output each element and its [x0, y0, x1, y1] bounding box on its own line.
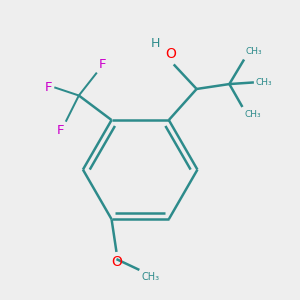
- Text: CH₃: CH₃: [141, 272, 159, 282]
- Text: CH₃: CH₃: [246, 47, 262, 56]
- Text: CH₃: CH₃: [244, 110, 261, 118]
- Text: F: F: [98, 58, 106, 71]
- Text: H: H: [151, 37, 160, 50]
- Text: O: O: [165, 47, 176, 61]
- Text: F: F: [57, 124, 64, 137]
- Text: CH₃: CH₃: [256, 78, 272, 87]
- Text: O: O: [111, 254, 122, 268]
- Text: F: F: [45, 81, 53, 94]
